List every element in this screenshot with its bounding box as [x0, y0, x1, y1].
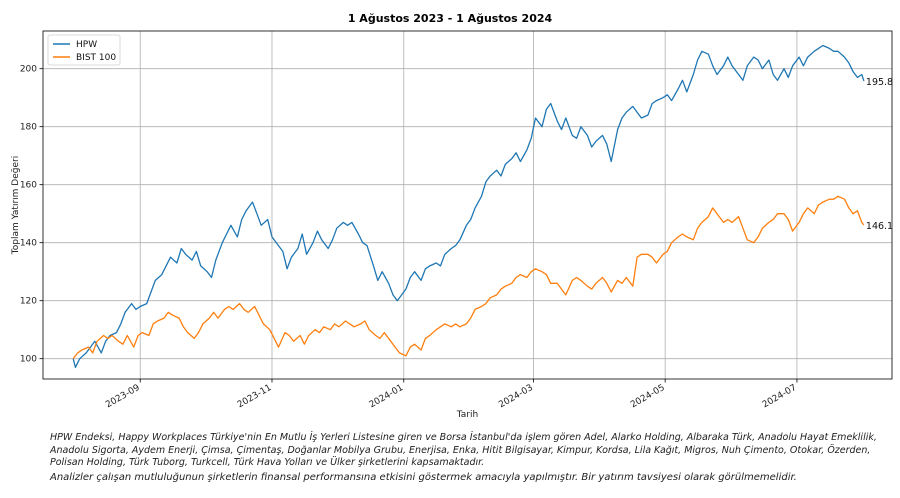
x-tick-label: 2024-05: [629, 383, 667, 410]
series-lines: [72, 44, 865, 369]
x-axis-ticks: 2023-09 2023-11 2024-01 2024-03 2024-05 2024-…: [104, 379, 798, 410]
y-tick-label: 100: [20, 355, 37, 365]
y-tick-label: 120: [20, 297, 37, 307]
y-tick-label: 180: [20, 123, 37, 133]
x-tick-label: 2024-03: [497, 383, 535, 410]
legend-label: HPW: [76, 40, 97, 50]
y-tick-label: 140: [20, 239, 37, 249]
series-line-bist100: [72, 195, 865, 360]
y-axis-label: Toplam Yatırım Değeri: [11, 156, 21, 255]
x-axis-label: Tarih: [456, 410, 478, 420]
series-line-hpw: [72, 44, 865, 369]
y-tick-label: 160: [20, 181, 37, 191]
y-axis-ticks: 100 120 140 160 180 200: [20, 65, 43, 365]
x-tick-label: 2024-01: [368, 383, 406, 410]
y-tick-label: 200: [20, 65, 37, 75]
plot-frame: [42, 30, 893, 380]
end-value-label: 195.8: [866, 77, 893, 88]
end-value-label: 146.1: [866, 221, 893, 232]
grid-lines: [43, 31, 892, 379]
disclaimer-note: Analizler çalışan mutluluğunun şirketler…: [50, 472, 797, 483]
end-value-labels: 195.8 146.1: [866, 77, 893, 232]
chart-title: 1 Ağustos 2023 - 1 Ağustos 2024: [348, 12, 553, 25]
legend: HPW BIST 100: [47, 34, 121, 66]
x-tick-label: 2024-07: [761, 383, 799, 410]
index-description-note: HPW Endeksi, Happy Workplaces Türkiye'ni…: [50, 432, 877, 468]
line-chart: 1 Ağustos 2023 - 1 Ağustos 2024 100 120 14…: [11, 12, 893, 420]
legend-label: BIST 100: [76, 53, 116, 63]
x-tick-label: 2023-09: [104, 383, 142, 411]
x-tick-label: 2023-11: [236, 383, 274, 410]
